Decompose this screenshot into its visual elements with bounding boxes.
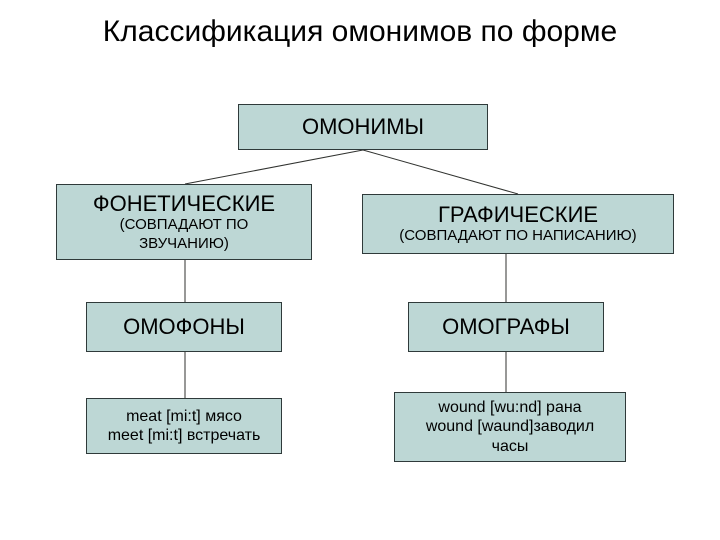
graphic-example-line2: wound [waund]заводил (426, 417, 594, 436)
phonetic-name-box: ОМОФОНЫ (86, 302, 282, 352)
phonetic-category-main: ФОНЕТИЧЕСКИЕ (93, 192, 275, 215)
graphic-name-label: ОМОГРАФЫ (442, 315, 570, 338)
phonetic-example-line1: meat [mi:t] мясо (126, 407, 242, 426)
graphic-category-main: ГРАФИЧЕСКИЕ (438, 203, 598, 226)
root-label: ОМОНИМЫ (302, 115, 424, 138)
phonetic-example-box: meat [mi:t] мясо meet [mi:t] встречать (86, 398, 282, 454)
slide: { "layout": { "width": 720, "height": 54… (0, 0, 720, 540)
graphic-example-line3: часы (492, 437, 529, 456)
graphic-category-sub1: (СОВПАДАЮТ ПО НАПИСАНИЮ) (399, 228, 636, 245)
graphic-example-line1: wound [wu:nd] рана (438, 398, 581, 417)
phonetic-category-sub2: ЗВУЧАНИЮ) (139, 236, 229, 253)
phonetic-category-sub1: (СОВПАДАЮТ ПО (120, 217, 249, 234)
root-box: ОМОНИМЫ (238, 104, 488, 150)
slide-title: Классификация омонимов по форме (0, 14, 720, 50)
graphic-name-box: ОМОГРАФЫ (408, 302, 604, 352)
graphic-example-box: wound [wu:nd] рана wound [waund]заводил … (394, 392, 626, 462)
phonetic-category-box: ФОНЕТИЧЕСКИЕ (СОВПАДАЮТ ПО ЗВУЧАНИЮ) (56, 184, 312, 260)
phonetic-example-line2: meet [mi:t] встречать (108, 426, 261, 445)
phonetic-name-label: ОМОФОНЫ (123, 315, 245, 338)
graphic-category-box: ГРАФИЧЕСКИЕ (СОВПАДАЮТ ПО НАПИСАНИЮ) (362, 194, 674, 254)
